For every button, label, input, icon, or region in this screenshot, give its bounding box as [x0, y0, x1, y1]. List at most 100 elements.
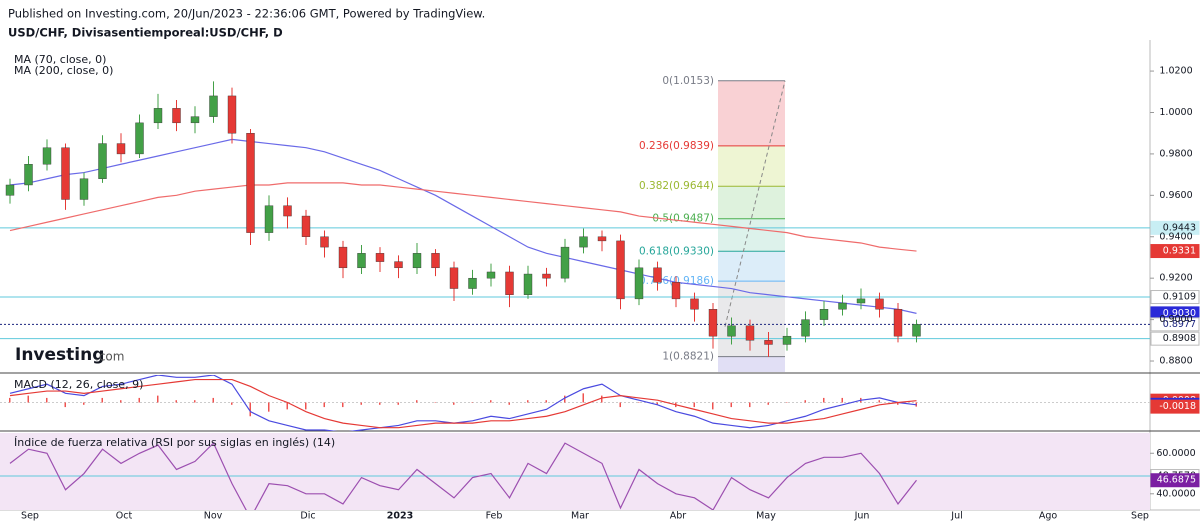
y-tick-label: 0.9200	[1159, 273, 1192, 284]
histogram-bar	[749, 402, 751, 408]
y-tick-label: 0.9600	[1159, 190, 1192, 201]
series-line	[9, 375, 917, 431]
candle-body	[5, 184, 15, 196]
x-tick-label: Nov	[204, 511, 223, 522]
histogram-bar	[804, 400, 806, 403]
plot-area	[0, 442, 1150, 510]
price-tag: 0.9443	[1163, 222, 1196, 233]
panel-background	[0, 433, 1150, 510]
price-tag-bg	[1150, 317, 1200, 332]
candle-body	[264, 205, 274, 233]
histogram-bar	[286, 402, 288, 410]
candle-body	[190, 116, 200, 124]
fib-label: 0.5(0.9487)	[652, 213, 714, 225]
candle-body	[690, 298, 699, 310]
histogram-bar	[508, 402, 510, 405]
candle-body	[412, 253, 422, 269]
histogram-bar	[878, 400, 880, 403]
histogram-bar	[120, 400, 122, 403]
candle-body	[523, 273, 533, 295]
x-tick-label: Sep	[21, 511, 39, 522]
histogram-bar	[693, 402, 695, 408]
candle-body	[172, 108, 181, 124]
histogram-bar	[249, 402, 251, 417]
candle-body	[671, 282, 681, 300]
price-tag-bg	[1150, 473, 1200, 488]
histogram-bar	[767, 402, 769, 405]
histogram-bar	[342, 402, 344, 408]
histogram-bar	[360, 402, 362, 405]
candle-body	[468, 277, 477, 289]
histogram-bar	[471, 402, 473, 403]
x-tick-label: May	[756, 511, 776, 522]
candle-body	[42, 147, 52, 165]
candle-body	[764, 340, 773, 345]
y-tick-label: 1.0000	[1159, 107, 1192, 118]
candle-body	[912, 324, 921, 337]
histogram-bar	[379, 402, 381, 405]
histogram-bar	[841, 397, 843, 403]
histogram-bar	[453, 402, 455, 405]
candle-body	[579, 236, 588, 248]
logo: Investing	[15, 345, 104, 365]
histogram-bar	[601, 395, 603, 403]
fib-band	[718, 145, 785, 187]
x-tick-label: 2023	[387, 511, 413, 522]
fib-label: 0.236(0.9839)	[639, 140, 714, 152]
fib-label: 0.382(0.9644)	[639, 180, 714, 192]
candle-body	[116, 143, 126, 155]
panel-title: MACD (12, 26, close, 9)	[14, 378, 143, 391]
candle-body	[893, 309, 903, 337]
fib-band	[718, 356, 785, 372]
x-tick-label: Sep	[1131, 511, 1149, 522]
histogram-bar	[897, 402, 899, 405]
price-tag-bg	[1150, 399, 1200, 414]
x-tick-label: Jul	[950, 511, 962, 522]
symbol: USD/CHF, Divisasentiemporeal:USD/CHF, D	[8, 26, 283, 40]
price-tag: 46.6875	[1157, 475, 1196, 486]
logo-suffix: .com	[95, 350, 124, 364]
series-line	[9, 378, 917, 429]
y-tick-label: 1.0200	[1159, 66, 1192, 77]
candle-body	[394, 261, 403, 269]
candle-body	[246, 133, 255, 233]
panel-title: Índice de fuerza relativa (RSI por sus s…	[14, 436, 335, 449]
y-tick-label: 0.9400	[1159, 231, 1192, 242]
candle-body	[542, 273, 551, 279]
price-tag: 0.8908	[1163, 333, 1196, 344]
histogram-bar	[397, 402, 399, 405]
histogram-bar	[175, 400, 177, 403]
histogram-bar	[305, 402, 307, 410]
candle-body	[653, 267, 662, 283]
candle-body	[875, 298, 884, 310]
x-tick-label: Jun	[854, 511, 870, 522]
candle-body	[301, 215, 311, 237]
series-line	[9, 182, 917, 252]
x-tick-label: Ago	[1039, 511, 1058, 522]
price-tag-bg	[1150, 244, 1200, 259]
candle-body	[560, 246, 570, 279]
candle-body	[375, 253, 385, 262]
x-tick-label: Abr	[670, 511, 687, 522]
candle-body	[431, 253, 440, 269]
trend-line	[724, 80, 786, 327]
y-tick-label: 0.9800	[1159, 148, 1192, 159]
legend-label: MA (70, close, 0)	[14, 53, 106, 66]
plot-area	[0, 375, 1150, 431]
candle-body	[357, 253, 366, 269]
histogram-bar	[212, 397, 214, 403]
price-tag-bg	[1150, 220, 1200, 235]
fib-band	[718, 281, 785, 357]
histogram-bar	[27, 395, 29, 403]
histogram-bar	[46, 397, 48, 403]
x-tick-label: Oct	[116, 511, 133, 522]
candle-body	[801, 319, 810, 337]
candle-body	[819, 309, 829, 320]
fib-band	[718, 186, 785, 219]
x-tick-label: Mar	[571, 511, 589, 522]
price-tag: 0.9331	[1163, 246, 1196, 257]
x-tick-label: Feb	[486, 511, 503, 522]
legend-label: MA (200, close, 0)	[14, 64, 113, 77]
